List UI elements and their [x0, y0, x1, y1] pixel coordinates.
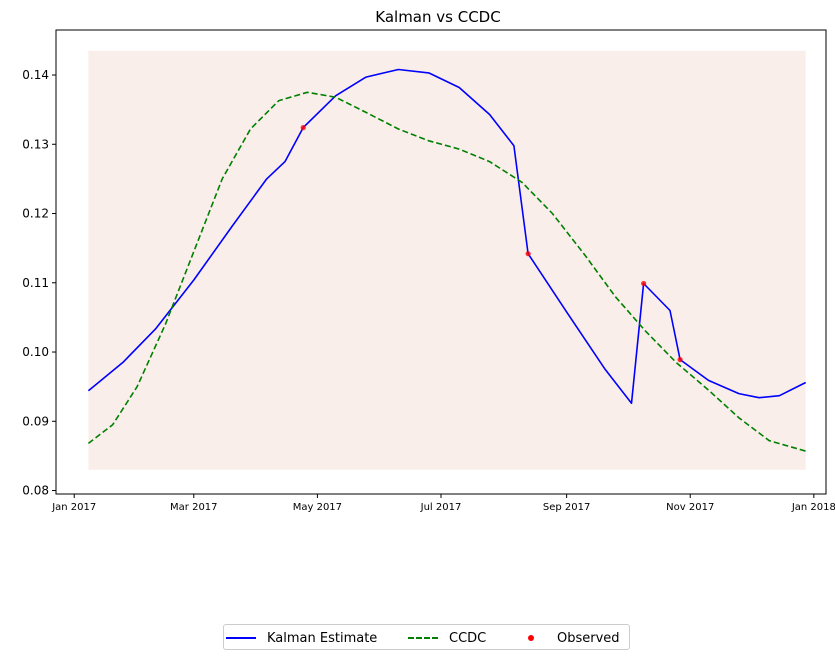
shaded-region	[88, 50, 806, 470]
x-tick-label: May 2017	[293, 502, 342, 513]
series-line-ccdc	[87, 91, 806, 452]
x-tick-label: Mar 2017	[170, 502, 218, 513]
legend: Kalman Estimate CCDC Observed	[223, 624, 630, 650]
x-tick-label: Jul 2017	[420, 502, 462, 513]
legend-item-ccdc: CCDC	[408, 629, 486, 647]
y-tick-label: 0.09	[22, 414, 49, 428]
legend-swatch-kalman	[226, 632, 256, 644]
plot-frame	[55, 29, 827, 495]
x-tick-label: Jan 2017	[51, 502, 96, 513]
observed-point	[641, 280, 647, 287]
y-tick-label: 0.11	[22, 276, 49, 290]
x-tick-label: Sep 2017	[543, 502, 590, 513]
legend-label-observed: Observed	[557, 630, 620, 646]
y-axis: 0.08 0.09 0.10 0.11 0.12 0.13 0.14	[22, 68, 56, 498]
y-tick-label: 0.13	[22, 137, 49, 151]
y-tick-label: 0.10	[22, 345, 49, 359]
chart-title: Kalman vs CCDC	[375, 8, 500, 26]
x-tick-label: Jan 2018	[791, 502, 835, 513]
legend-item-kalman: Kalman Estimate	[226, 629, 377, 647]
observed-point	[525, 251, 531, 257]
observed-points-layer	[300, 125, 683, 363]
legend-item-observed: Observed	[516, 629, 620, 647]
legend-label-ccdc: CCDC	[449, 630, 487, 646]
x-axis: Jan 2017 Mar 2017 May 2017 Jul 2017 Sep 2017…	[51, 494, 835, 513]
observed-point	[677, 357, 683, 363]
legend-swatch-observed	[516, 632, 546, 644]
y-tick-label: 0.08	[22, 484, 49, 498]
y-tick-label: 0.12	[22, 207, 49, 221]
legend-label-kalman: Kalman Estimate	[267, 630, 378, 646]
y-tick-label: 0.14	[22, 68, 49, 82]
x-tick-label: Nov 2017	[666, 502, 714, 513]
legend-swatch-ccdc	[408, 632, 438, 644]
observed-point	[300, 125, 306, 131]
series-line-kalman	[87, 68, 807, 405]
series-layer	[87, 68, 807, 452]
